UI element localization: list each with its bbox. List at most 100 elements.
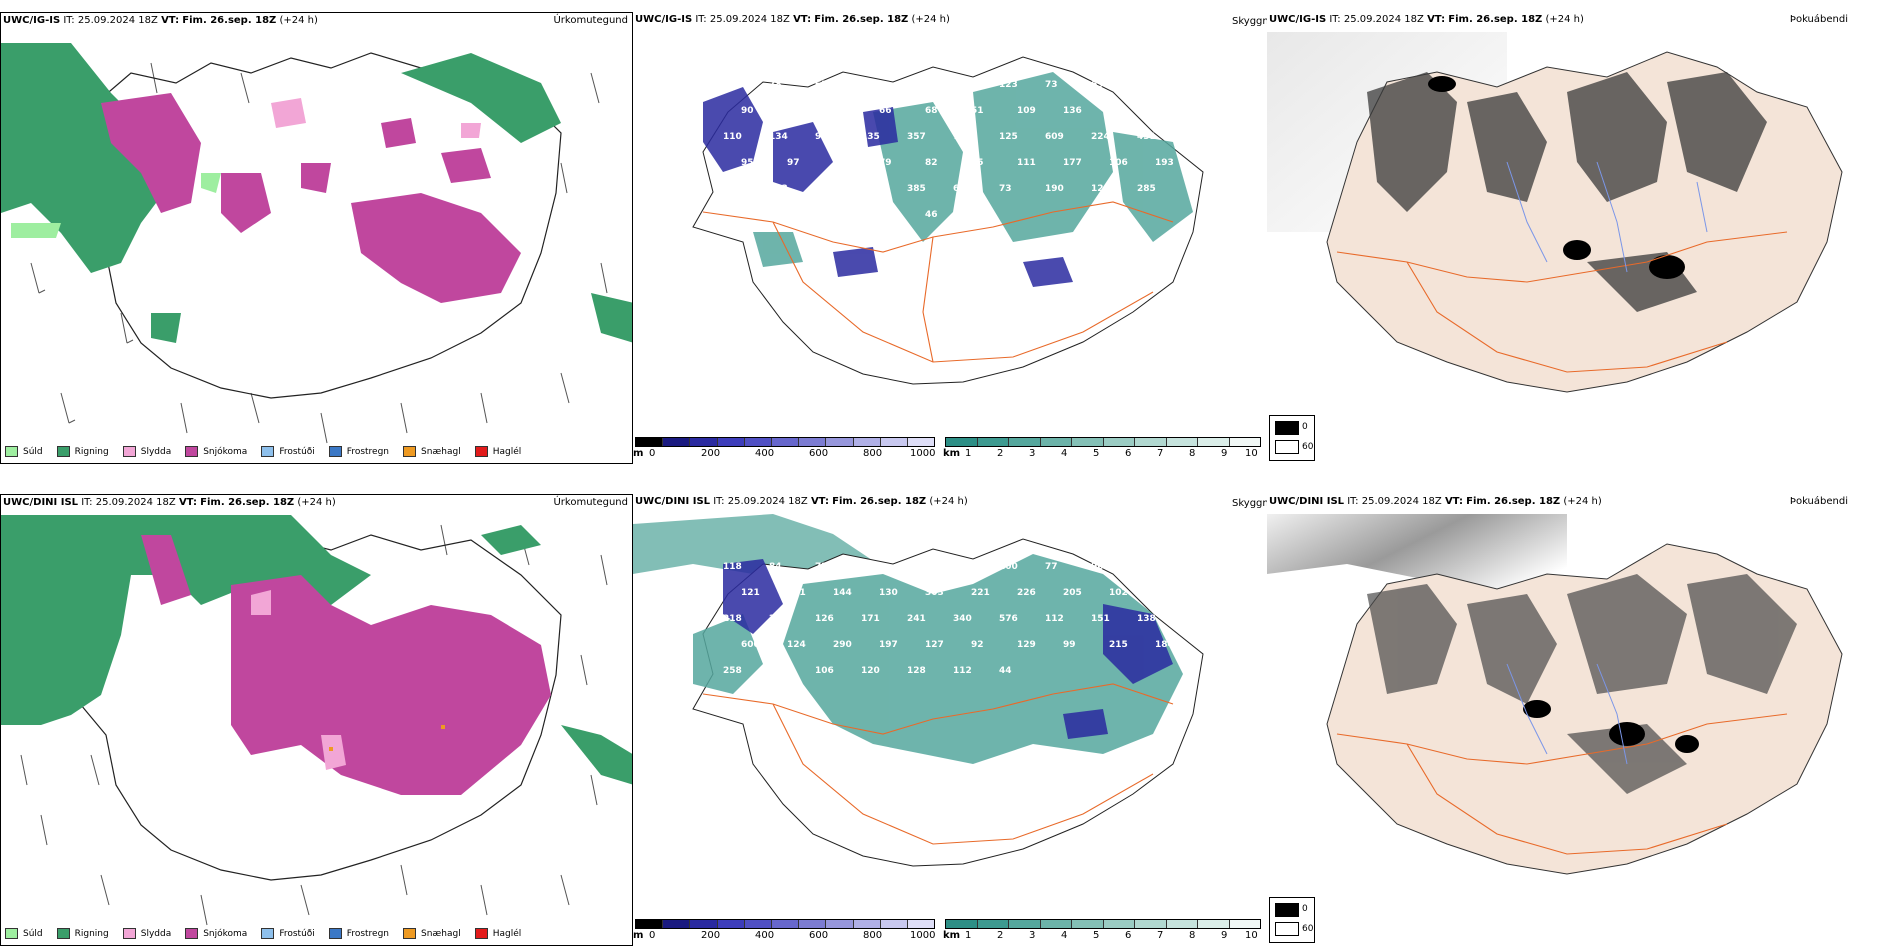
legend-item-frostregn: Frostregn bbox=[328, 928, 389, 939]
cloud-base-label: 46 bbox=[925, 210, 938, 220]
cloud-base-label: 66 bbox=[879, 106, 892, 116]
cloud-base-label: 123 bbox=[1155, 588, 1174, 598]
cloud-base-labels: 118 84 72 90 68 70 200 77 96 189 121 151 144 130 303 22… bbox=[723, 562, 1174, 676]
cloud-base-label: 200 bbox=[999, 562, 1018, 572]
cloud-base-label: 85 bbox=[1109, 106, 1122, 116]
cloud-base-label: 303 bbox=[925, 588, 944, 598]
cloud-base-label: 224 bbox=[1091, 132, 1110, 142]
lead-time: (+24 h) bbox=[1563, 496, 1602, 507]
cloud-base-colorbar: m 0 200 400 600 800 1000 bbox=[633, 919, 935, 941]
cloud-base-label: 111 bbox=[1017, 158, 1036, 168]
fog-panel-row2: UWC/DINI ISL IT: 25.09.2024 18Z VT: Fim.… bbox=[1267, 494, 1900, 946]
cloud-base-label: 134 bbox=[769, 132, 788, 142]
cloud-base-label: 215 bbox=[1109, 640, 1128, 650]
precip-title: Úrkomutegund bbox=[553, 497, 628, 508]
cloud-base-label: 127 bbox=[925, 640, 944, 650]
cloud-base-label: 63 bbox=[815, 80, 828, 90]
cloud-base-label: 73 bbox=[999, 184, 1012, 194]
precip-map bbox=[1, 43, 632, 444]
legend-item-suld: Súld bbox=[5, 928, 43, 939]
legend-item-frostudi: Frostúði bbox=[261, 928, 315, 939]
cloud-base-label: 106 bbox=[1109, 158, 1128, 168]
cloud-base-label: 128 bbox=[907, 666, 926, 676]
cloud-vis-panel-row2: UWC/DINI ISL IT: 25.09.2024 18Z VT: Fim.… bbox=[633, 494, 1265, 946]
cloud-base-label: 110 bbox=[723, 132, 742, 142]
cloud-base-label: 238 bbox=[741, 210, 760, 220]
cloud-base-label: 70 bbox=[953, 562, 966, 572]
cloud-base-label: 77 bbox=[833, 158, 846, 168]
legend-item-snaehagl: Snæhagl bbox=[403, 928, 461, 939]
cloud-base-label: 138 bbox=[1137, 614, 1156, 624]
init-time: 25.09.2024 18Z bbox=[95, 497, 176, 508]
cloud-base-swatches bbox=[635, 919, 935, 929]
cloud-base-label: 151 bbox=[787, 210, 806, 220]
legend-item-slydda: Slydda bbox=[122, 928, 171, 939]
cloud-base-label: 130 bbox=[879, 588, 898, 598]
panel-header: UWC/DINI ISL IT: 25.09.2024 18Z VT: Fim.… bbox=[1269, 496, 1602, 507]
visibility-title: Skyggni bbox=[1232, 498, 1272, 509]
fog-dark-spots bbox=[1428, 76, 1685, 279]
lead-time: (+24 h) bbox=[1545, 14, 1584, 25]
legend-item-snaehagl: Snæhagl bbox=[403, 446, 461, 457]
precip-map bbox=[1, 515, 632, 926]
model-name: UWC/IG-IS bbox=[3, 15, 61, 26]
cloud-base-label: 120 bbox=[861, 666, 880, 676]
cloudbase-areas bbox=[723, 559, 1173, 739]
fog-map bbox=[1267, 32, 1843, 393]
cloud-base-label: 97 bbox=[787, 158, 800, 168]
legend-item-snjokoma: Snjókoma bbox=[185, 928, 247, 939]
panel-header: UWC/IG-IS IT: 25.09.2024 18Z VT: Fim. 26… bbox=[635, 14, 950, 25]
cloud-base-label: 106 bbox=[815, 666, 834, 676]
valid-time: Fim. 26.sep. 18Z bbox=[1466, 496, 1561, 507]
sea-fog-gradient bbox=[1267, 514, 1567, 604]
init-time: 25.09.2024 18Z bbox=[709, 14, 790, 25]
init-time: 25.09.2024 18Z bbox=[727, 496, 808, 507]
model-name: UWC/DINI ISL bbox=[3, 497, 79, 508]
cloud-base-label: 136 bbox=[1063, 106, 1082, 116]
legend-item-snjokoma: Snjókoma bbox=[185, 446, 247, 457]
fog-title: Þokuábendi bbox=[1789, 14, 1848, 25]
roads bbox=[1336, 713, 1788, 855]
cloud-base-label: 108 bbox=[971, 210, 990, 220]
cloud-base-colorbar: m 0 200 400 600 800 1000 bbox=[633, 437, 935, 459]
cloud-base-label: 191 bbox=[861, 184, 880, 194]
legend-item-rigning: Rigning bbox=[56, 928, 109, 939]
cloud-base-label: 622 bbox=[953, 184, 972, 194]
precip-legend: Súld Rigning Slydda Snjókoma Frostúði Fr… bbox=[5, 928, 521, 939]
cloud-base-label: 121 bbox=[741, 588, 760, 598]
panel-header: UWC/DINI ISL IT: 25.09.2024 18Z VT: Fim.… bbox=[635, 496, 968, 507]
cloud-base-label: 228 bbox=[723, 184, 742, 194]
cloud-base-label: 112 bbox=[1045, 614, 1064, 624]
panel-header: UWC/IG-IS IT: 25.09.2024 18Z VT: Fim. 26… bbox=[3, 15, 318, 26]
cloud-base-label: 102 bbox=[1137, 80, 1156, 90]
cloud-base-label: 112 bbox=[953, 666, 972, 676]
model-name: UWC/IG-IS bbox=[1269, 14, 1327, 25]
cloud-base-label: 340 bbox=[953, 614, 972, 624]
rivers bbox=[1506, 161, 1708, 273]
cloud-base-label: 73 bbox=[1045, 80, 1058, 90]
sleet-areas bbox=[271, 98, 481, 138]
cloud-base-label: 96 bbox=[1091, 562, 1104, 572]
cloud-base-label: 285 bbox=[1137, 184, 1156, 194]
cloud-base-label: 125 bbox=[999, 132, 1018, 142]
snow-areas bbox=[141, 535, 551, 795]
cloud-base-label: 89 bbox=[815, 184, 828, 194]
cloud-base-label: 72 bbox=[953, 80, 966, 90]
cloud-base-label: 177 bbox=[833, 210, 852, 220]
cloud-base-label: 81 bbox=[833, 106, 846, 116]
cloud-base-label: 79 bbox=[879, 158, 892, 168]
legend-item-haglel: Haglél bbox=[474, 928, 521, 939]
visibility-unit: km bbox=[943, 448, 961, 459]
legend-item-suld: Súld bbox=[5, 446, 43, 457]
model-name: UWC/IG-IS bbox=[635, 14, 693, 25]
cloud-base-label: 241 bbox=[907, 614, 926, 624]
model-name: UWC/DINI ISL bbox=[635, 496, 711, 507]
cloud-base-label: 78 bbox=[769, 80, 782, 90]
cloud-base-label: 79 bbox=[861, 80, 874, 90]
cloud-base-label: 75 bbox=[787, 106, 800, 116]
cloud-base-label: 68 bbox=[925, 106, 938, 116]
fog-dark-spots bbox=[1523, 700, 1699, 753]
cloud-base-label: 44 bbox=[999, 666, 1012, 676]
cloud-base-label: 258 bbox=[723, 666, 742, 676]
cloud-base-labels: 86 78 63 79 75 72 123 73 69 102 90 75 81 66 68 51 109 136… bbox=[723, 80, 1174, 220]
